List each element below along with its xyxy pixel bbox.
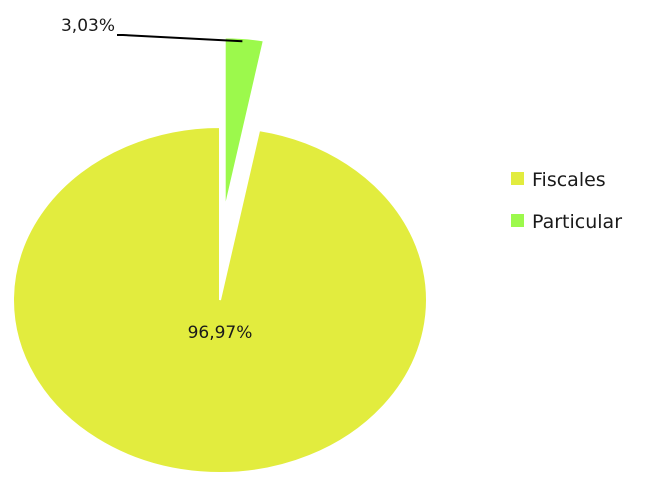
legend: Fiscales Particular (511, 169, 622, 233)
data-labels: 96,97% 3,03% (61, 16, 252, 343)
leader-line-particular (117, 34, 243, 43)
legend-swatch-particular (511, 214, 524, 227)
legend-item-particular[interactable]: Particular (511, 211, 622, 233)
data-label-fiscales: 96,97% (188, 323, 253, 343)
pie-slice-fiscales[interactable] (12, 125, 428, 474)
pie-slices (12, 36, 428, 474)
pie-slice-particular[interactable] (223, 36, 266, 211)
legend-label-fiscales: Fiscales (532, 169, 606, 191)
legend-swatch-fiscales (511, 172, 524, 185)
data-label-particular: 3,03% (61, 16, 115, 36)
legend-label-particular: Particular (532, 211, 622, 233)
legend-item-fiscales[interactable]: Fiscales (511, 169, 606, 191)
